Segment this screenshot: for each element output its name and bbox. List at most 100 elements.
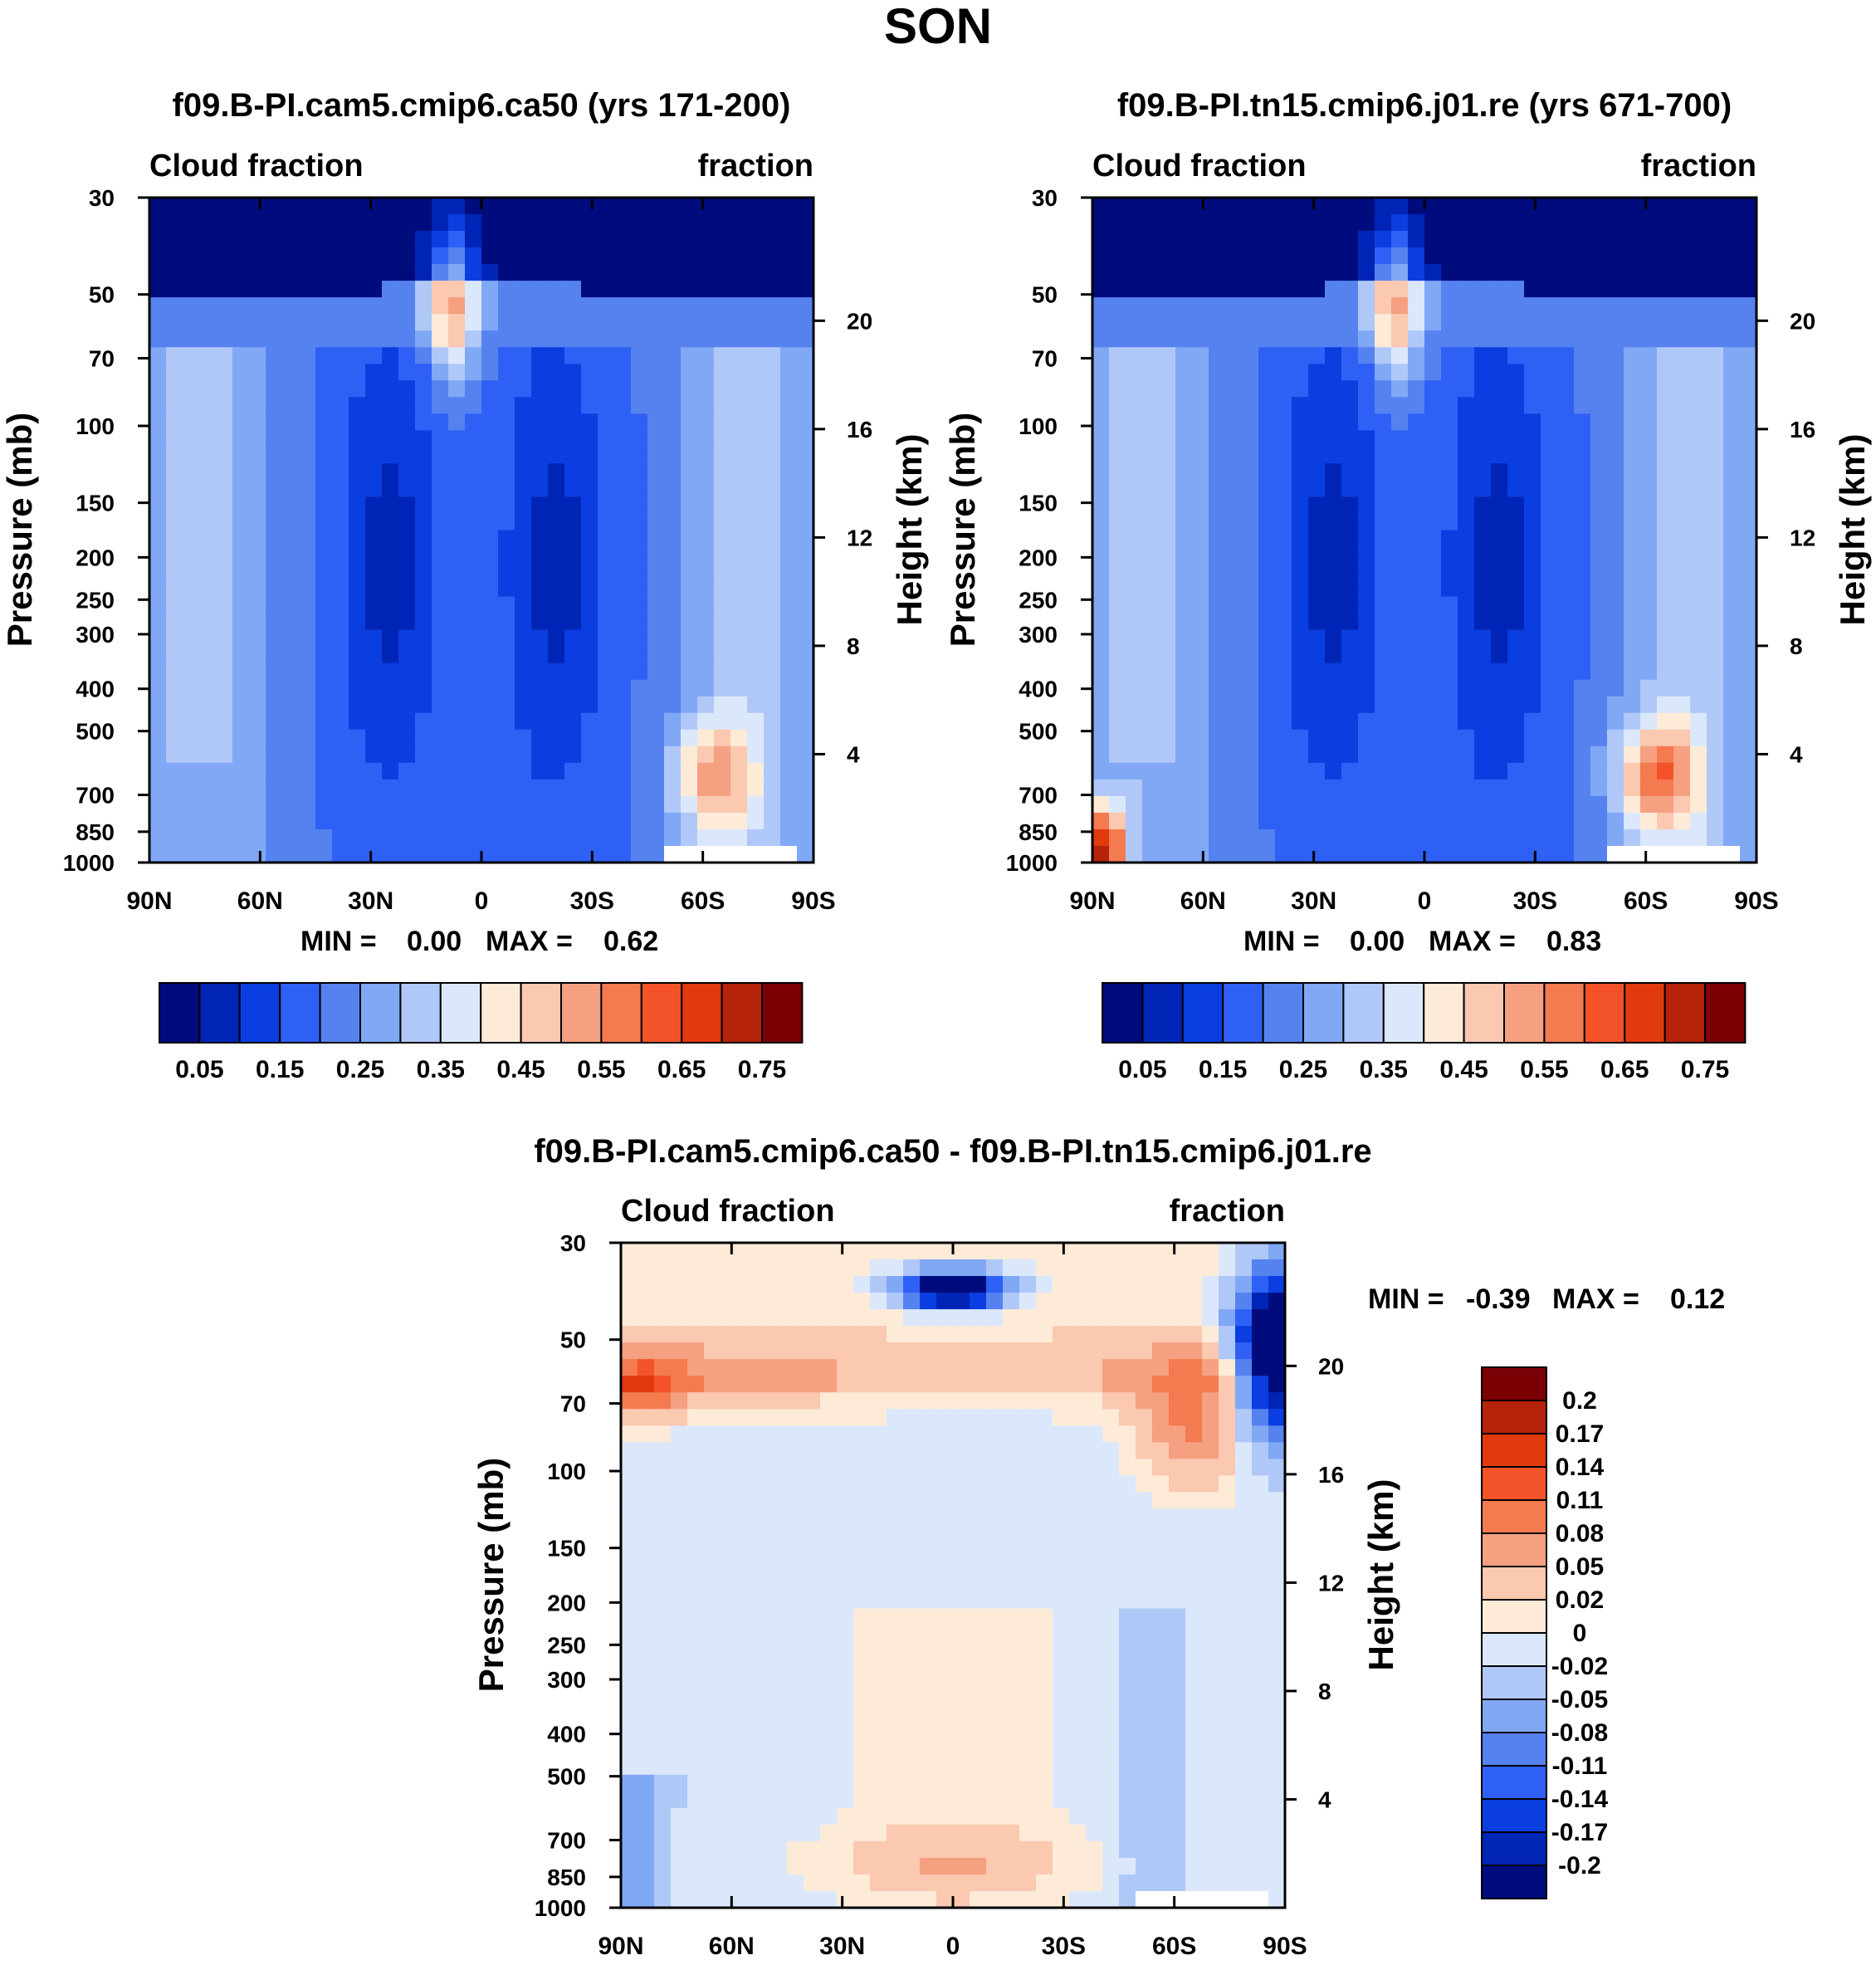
field-cell [216, 679, 233, 697]
field-cell [664, 463, 682, 481]
field-cell [1202, 1757, 1219, 1776]
field-cell [837, 1442, 854, 1459]
field-cell [887, 1807, 904, 1826]
field-cell [631, 281, 648, 298]
field-cell [1557, 762, 1575, 780]
field-cell [548, 214, 565, 232]
field-cell [1152, 1309, 1170, 1327]
field-cell [249, 729, 266, 747]
field-cell [804, 1309, 821, 1327]
field-cell [282, 546, 300, 565]
field-cell [432, 463, 449, 481]
field-cell [1185, 1542, 1203, 1560]
figure-title: SON [884, 0, 992, 54]
field-cell [804, 1807, 821, 1826]
field-cell [481, 347, 499, 364]
field-cell [382, 795, 399, 814]
field-cell [1441, 297, 1458, 315]
field-cell [664, 613, 682, 631]
field-cell [1152, 1757, 1170, 1776]
field-cell [216, 247, 233, 265]
field-cell [531, 546, 549, 565]
field-cell [448, 696, 466, 714]
field-cell [1258, 596, 1276, 614]
field-cell [1673, 364, 1691, 381]
field-cell [654, 1442, 672, 1459]
field-cell [681, 530, 698, 548]
field-cell [531, 662, 549, 681]
field-cell [199, 463, 217, 481]
field-cell [1119, 1492, 1136, 1510]
field-cell [1136, 1840, 1153, 1859]
field-cell [714, 729, 731, 747]
field-cell [1159, 629, 1176, 648]
field-cell [704, 1807, 721, 1826]
field-cell [687, 1342, 705, 1360]
field-cell [531, 845, 549, 863]
field-cell [232, 231, 250, 248]
field-cell [531, 646, 549, 664]
field-cell [1175, 530, 1193, 548]
field-cell [1235, 1442, 1253, 1459]
field-cell [1375, 662, 1392, 681]
field-cell [216, 413, 233, 431]
field-cell [1723, 430, 1741, 447]
field-cell [232, 281, 250, 298]
field-cell [199, 380, 217, 398]
field-cell [837, 1774, 854, 1792]
field-cell [1092, 264, 1110, 281]
field-cell [747, 247, 765, 265]
field-cell [282, 679, 300, 697]
field-cell [1441, 496, 1458, 515]
field-cell [1574, 646, 1591, 664]
field-cell [1474, 679, 1492, 697]
field-cell [1069, 1741, 1087, 1759]
field-cell [1541, 795, 1558, 814]
field-cell [1458, 214, 1475, 232]
panel-2-colorbar: 0.05 0.15 0.25 0.35 0.45 0.55 0.65 0.75 [1102, 982, 1747, 1083]
field-cell [232, 430, 250, 447]
field-cell [481, 563, 499, 581]
field-cell [1541, 330, 1558, 348]
field-cell [654, 1791, 672, 1809]
field-cell [1169, 1890, 1186, 1909]
field-cell [1069, 1475, 1087, 1493]
field-cell [183, 729, 200, 747]
field-cell [498, 314, 515, 331]
field-cell [1292, 347, 1309, 364]
field-cell [737, 1691, 755, 1709]
field-cell [1408, 347, 1425, 364]
field-cell [598, 247, 615, 265]
field-cell [647, 297, 665, 315]
field-cell [654, 1492, 672, 1510]
field-cell [1086, 1409, 1103, 1426]
field-cell [1557, 546, 1575, 565]
field-cell [382, 347, 399, 364]
field-cell [820, 1840, 838, 1859]
field-cell [697, 729, 715, 747]
field-cell [465, 447, 482, 465]
field-cell [654, 1243, 672, 1260]
field-cell [1242, 413, 1259, 431]
field-cell [1474, 247, 1492, 265]
field-cell [199, 646, 217, 664]
field-cell [349, 679, 366, 697]
field-cell [804, 1326, 821, 1343]
field-cell [1491, 629, 1508, 648]
field-cell [1590, 330, 1608, 348]
field-cell [797, 712, 814, 731]
field-cell [232, 397, 250, 414]
field-cell [671, 1791, 688, 1809]
field-cell [1109, 845, 1126, 863]
field-cell [804, 1425, 821, 1443]
field-cell [1175, 330, 1193, 348]
field-cell [598, 546, 615, 565]
field-cell [664, 347, 682, 364]
field-cell [282, 579, 300, 598]
field-cell [1557, 380, 1575, 398]
field-cell [704, 1741, 721, 1759]
panel-2-right-label: fraction [1641, 149, 1756, 183]
field-cell [770, 1492, 788, 1510]
field-cell [1441, 579, 1458, 598]
field-cell [1202, 1243, 1219, 1260]
